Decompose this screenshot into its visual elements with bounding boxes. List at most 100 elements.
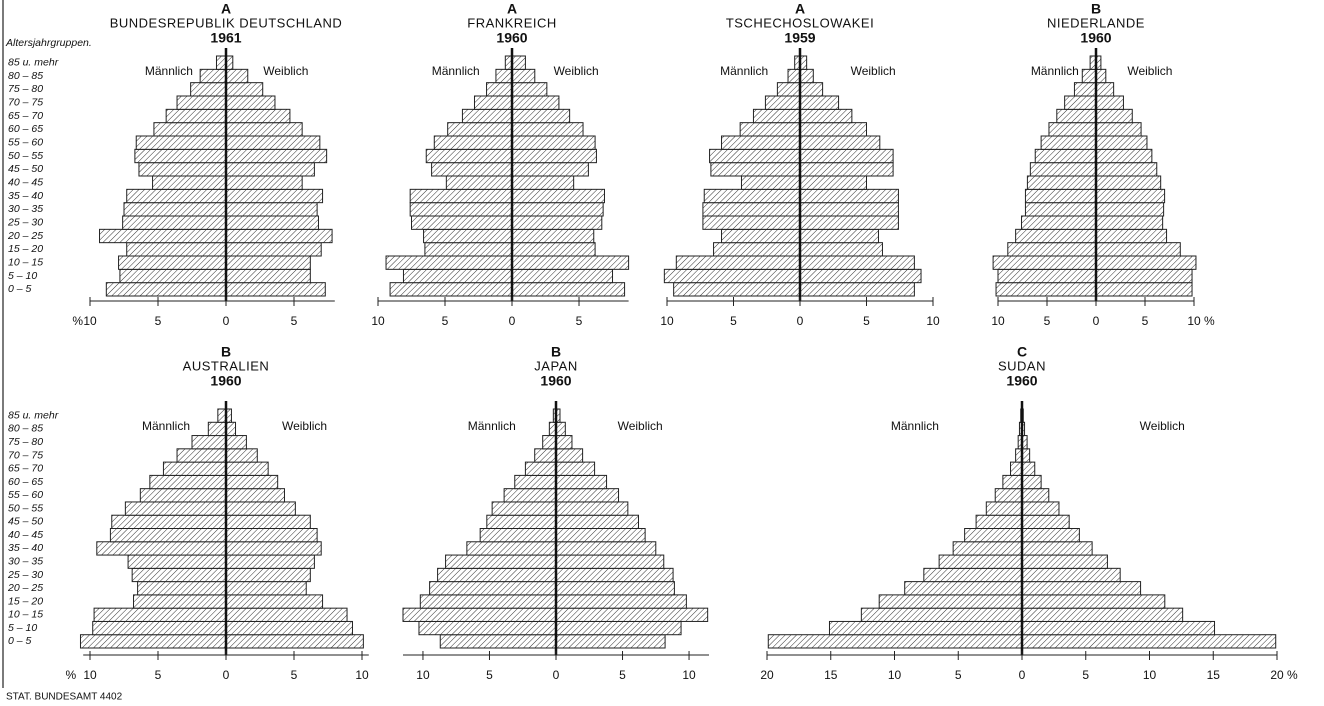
bar [511, 135, 596, 150]
bar [663, 268, 801, 284]
bar [1034, 148, 1097, 164]
x-tick-label: 10 [1143, 668, 1157, 682]
bar [511, 215, 603, 230]
x-tick-label: 5 [1044, 314, 1051, 328]
bar [1021, 581, 1142, 596]
bar [111, 514, 227, 530]
x-tick-label: 5 [291, 668, 298, 682]
bar [225, 461, 269, 476]
bar [225, 242, 322, 257]
bar [1026, 175, 1097, 190]
bar [952, 541, 1023, 556]
bar [1095, 268, 1193, 284]
age-group-label: 15 – 20 [8, 243, 43, 255]
bar [511, 108, 571, 124]
bar [1021, 474, 1042, 490]
bar [511, 175, 575, 190]
bar [1064, 95, 1097, 110]
age-group-label: 75 – 80 [8, 83, 43, 95]
bar [139, 488, 227, 503]
bar [923, 567, 1023, 583]
bar [1095, 255, 1197, 270]
bar [409, 188, 513, 204]
bar [126, 188, 227, 204]
bar [225, 488, 285, 503]
legend-label: Männlich [432, 64, 480, 78]
bar [1002, 474, 1023, 490]
age-group-label: 5 – 10 [8, 622, 37, 634]
age-group-label: 75 – 80 [8, 436, 43, 448]
bar [799, 228, 879, 244]
bar [994, 488, 1023, 503]
age-group-label: 20 – 25 [7, 582, 43, 594]
chart-year: 1960 [210, 373, 241, 389]
bar [1021, 215, 1097, 230]
y-axis-label: Altersjahrgruppen. [5, 37, 92, 49]
bar [555, 488, 620, 503]
bar [389, 282, 513, 297]
bar [225, 175, 303, 190]
bar [191, 435, 227, 450]
bar [995, 282, 1097, 297]
bar [479, 528, 557, 543]
bar [225, 135, 321, 150]
bar [703, 188, 801, 204]
age-group-label: 65 – 70 [8, 463, 43, 475]
bar [799, 175, 867, 190]
bar [225, 68, 249, 84]
legend-label: Weiblich [851, 64, 896, 78]
bar [1029, 162, 1097, 177]
bar [511, 242, 596, 257]
bar [511, 55, 526, 70]
bar [904, 581, 1023, 596]
bar [447, 122, 513, 137]
group-letter: A [795, 1, 805, 17]
bar [799, 255, 915, 270]
bar [225, 148, 328, 164]
bar [135, 135, 227, 150]
bar [207, 421, 227, 437]
bar [787, 68, 801, 84]
chart-year: 1960 [540, 373, 571, 389]
group-letter: B [1091, 1, 1101, 17]
legend-label: Männlich [142, 419, 190, 433]
x-tick-label: 0 [1019, 668, 1026, 682]
bar [975, 514, 1023, 530]
source-note: STAT. BUNDESAMT 4402 [6, 692, 123, 703]
bar [1021, 620, 1216, 636]
bar [511, 95, 560, 110]
bar [1095, 188, 1166, 204]
age-group-label: 0 – 5 [8, 635, 32, 647]
bar [461, 108, 513, 124]
age-group-label: 10 – 15 [8, 256, 43, 268]
bar [799, 82, 824, 97]
x-tick-label: 15 [1207, 668, 1221, 682]
bar [1010, 461, 1023, 476]
x-tick-label: 0 [223, 668, 230, 682]
x-tick-label: 5 [730, 314, 737, 328]
bar [1095, 122, 1142, 137]
bar [491, 501, 557, 516]
x-tick-label: 20 [1270, 668, 1284, 682]
bar [1095, 202, 1165, 217]
bar [109, 528, 227, 543]
bar [534, 448, 557, 463]
bar [721, 135, 801, 150]
unit-label: % [72, 314, 83, 328]
bar [1021, 567, 1121, 583]
bar [118, 255, 227, 270]
age-group-label: 0 – 5 [8, 283, 32, 295]
bar [1040, 135, 1097, 150]
legend-label: Männlich [1031, 64, 1079, 78]
legend-label: Weiblich [554, 64, 599, 78]
bar [555, 620, 682, 636]
chart-title: BUNDESREPUBLIK DEUTSCHLAND [110, 15, 343, 30]
bar [225, 435, 247, 450]
bar [149, 474, 227, 490]
bar [1095, 68, 1107, 84]
bar [225, 594, 324, 609]
bar [997, 268, 1097, 284]
chart-year: 1960 [1080, 30, 1111, 46]
x-tick-label: 10 [1187, 314, 1201, 328]
